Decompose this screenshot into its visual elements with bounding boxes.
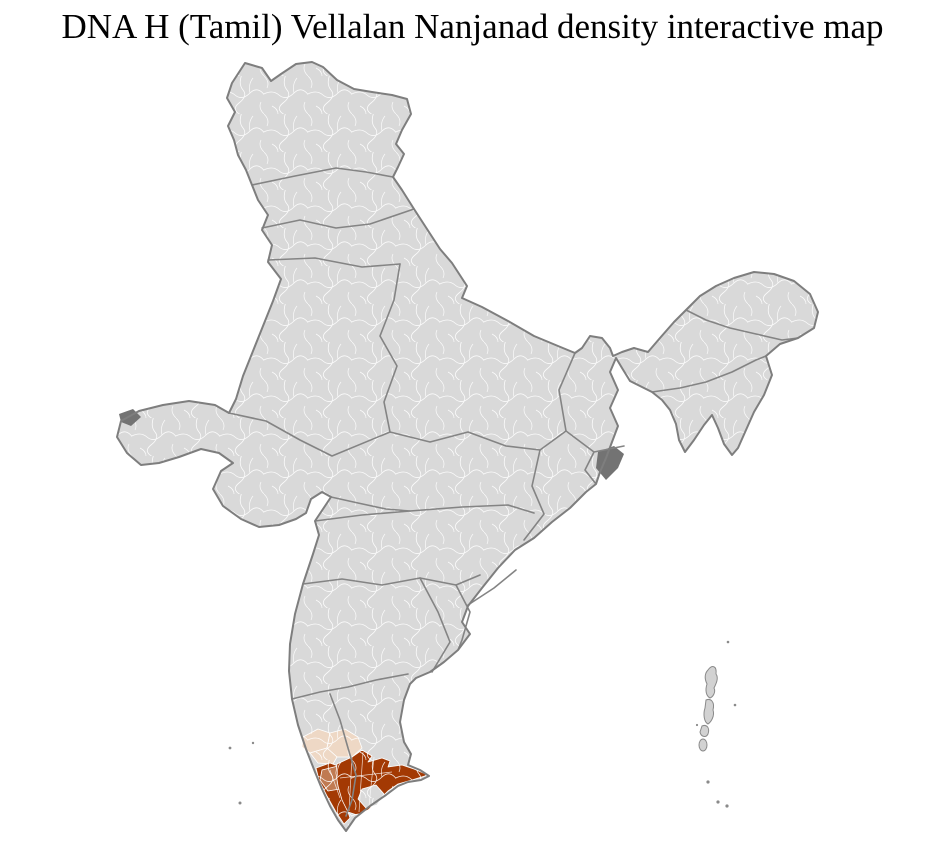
sundarbans-delta xyxy=(596,446,624,480)
india-outline xyxy=(116,61,819,832)
state-borders xyxy=(228,167,799,817)
lakshadweep-islands[interactable] xyxy=(228,741,255,805)
page-title: DNA H (Tamil) Vellalan Nanjanad density … xyxy=(61,7,884,46)
highlight-district-borders xyxy=(329,751,393,813)
district-boundaries-mesh xyxy=(117,62,818,831)
andaman-nicobar-islands[interactable] xyxy=(695,640,737,808)
